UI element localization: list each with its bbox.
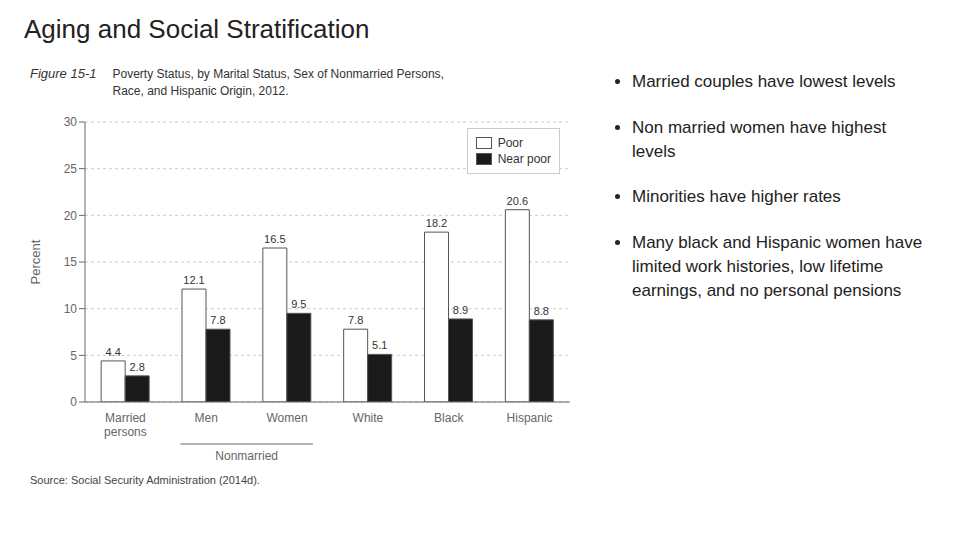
svg-text:Men: Men — [195, 411, 218, 425]
html-text:Poor: Poor — [497, 135, 523, 150]
svg-text:Hispanic: Hispanic — [507, 411, 553, 425]
html-text:Figure 15-1: Figure 15-1 — [30, 66, 97, 81]
svg-text:Women: Women — [267, 411, 308, 425]
svg-text:8.9: 8.9 — [453, 304, 468, 316]
svg-text:16.5: 16.5 — [264, 233, 285, 245]
svg-text:5.1: 5.1 — [372, 339, 387, 351]
svg-text:30: 30 — [64, 115, 78, 129]
svg-text:10: 10 — [64, 302, 78, 316]
svg-text:5: 5 — [70, 348, 77, 362]
svg-text:20.6: 20.6 — [507, 194, 528, 206]
svg-text:7.8: 7.8 — [210, 314, 225, 326]
svg-text:4.4: 4.4 — [106, 346, 121, 358]
html-text:Near poor: Near poor — [497, 151, 551, 166]
svg-text:15: 15 — [64, 255, 78, 269]
html-text:Minorities have higher rates: Minorities have higher rates — [632, 187, 841, 207]
svg-text:12.1: 12.1 — [183, 274, 204, 286]
html-text:Aging and Social Stratificatio: Aging and Social Stratification — [24, 14, 370, 44]
html-text:Many black and Hispanic women: Many black and Hispanic women have limit… — [632, 233, 923, 300]
html-text:Poverty Status, by Marital Sta: Poverty Status, by Marital Status, Sex o… — [112, 67, 444, 98]
svg-text:Nonmarried: Nonmarried — [215, 449, 278, 463]
svg-text:Marriedpersons: Marriedpersons — [104, 411, 147, 439]
svg-text:9.5: 9.5 — [291, 298, 306, 310]
svg-text:18.2: 18.2 — [426, 217, 447, 229]
html-text:Non married women have highest: Non married women have highest levels — [632, 117, 887, 161]
svg-text:2.8: 2.8 — [130, 360, 145, 372]
svg-text:Percent: Percent — [28, 239, 43, 284]
svg-text:White: White — [353, 411, 384, 425]
html-text:Married couples have lowest le: Married couples have lowest levels — [632, 72, 896, 91]
svg-text:Black: Black — [434, 411, 464, 425]
svg-text:25: 25 — [64, 162, 78, 176]
svg-text:8.8: 8.8 — [534, 304, 549, 316]
html-text:Source: Social Security Admini: Source: Social Security Administration (… — [30, 473, 260, 486]
svg-text:20: 20 — [64, 208, 78, 222]
svg-text:7.8: 7.8 — [348, 314, 363, 326]
svg-text:0: 0 — [70, 395, 77, 409]
